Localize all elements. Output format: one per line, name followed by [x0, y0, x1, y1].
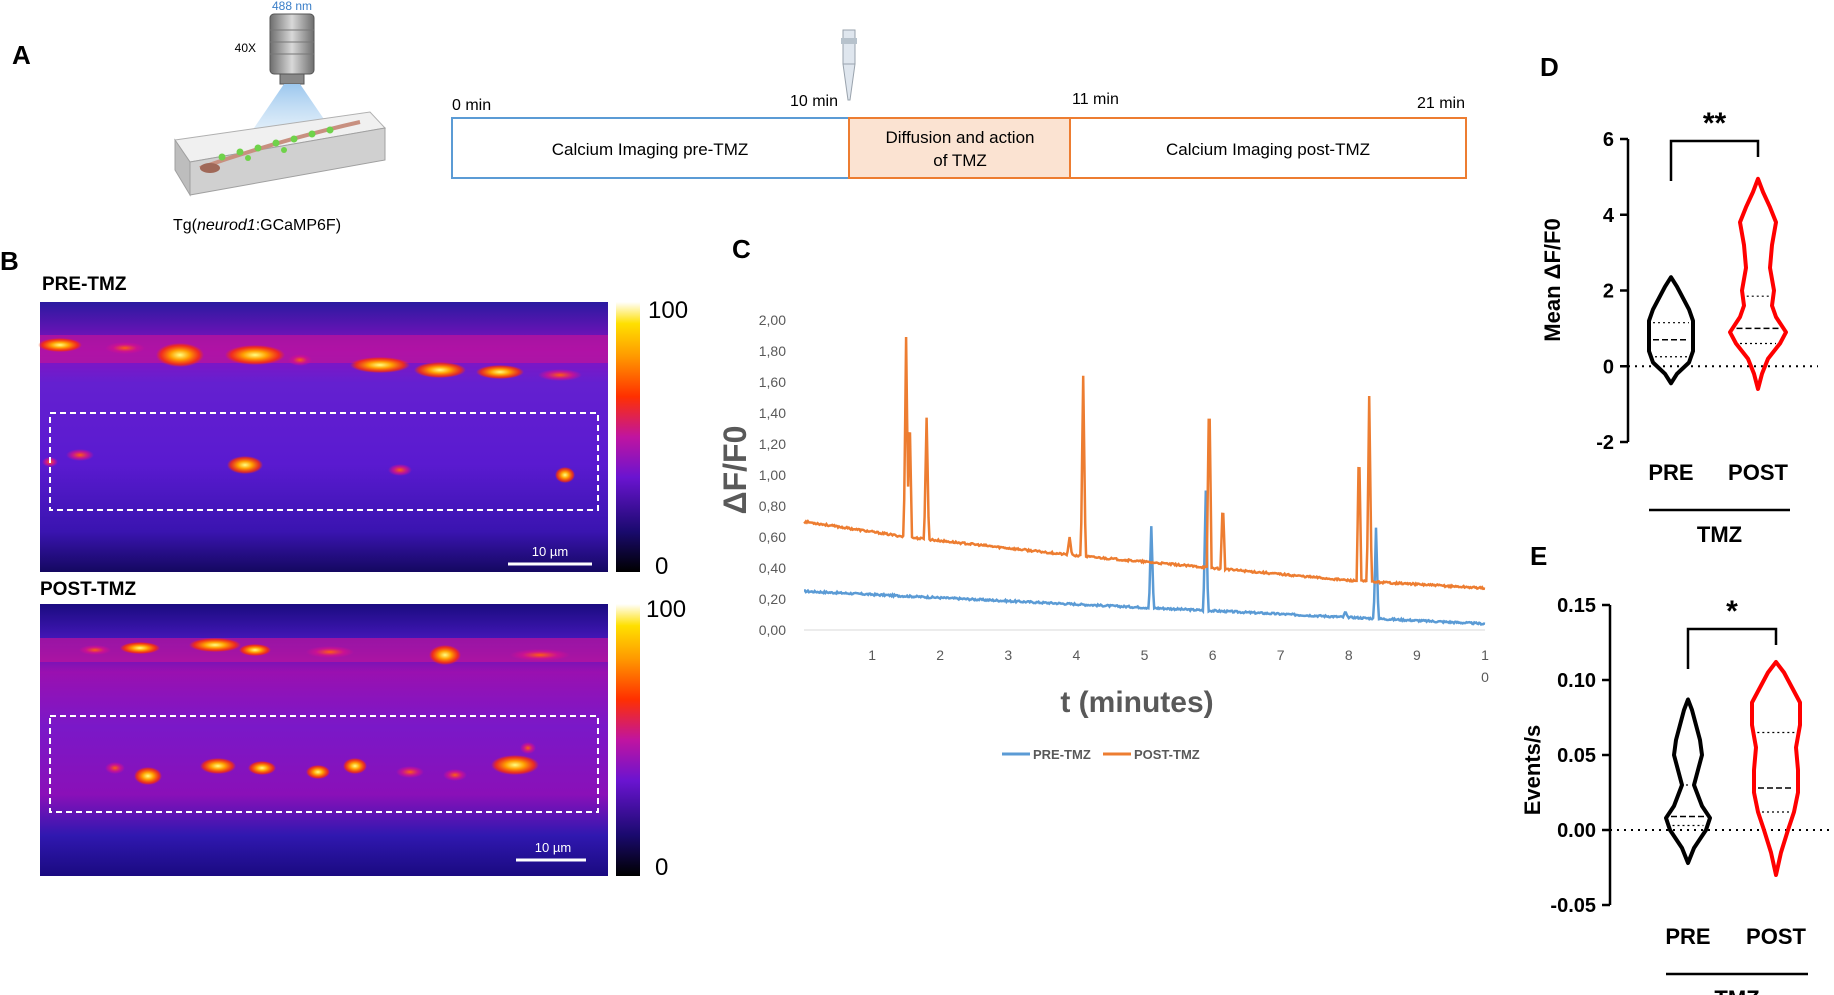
- objective-label: 40X: [235, 41, 256, 55]
- chart-c-xtick: 9: [1413, 647, 1421, 663]
- chart-c-ytick: 1,00: [759, 467, 786, 483]
- chart-c-xtick: 4: [1073, 647, 1081, 663]
- chart-c-ytick: 0,00: [759, 622, 786, 638]
- chart-c-legend: PRE-TMZ POST-TMZ: [1002, 747, 1200, 762]
- y-tick-label: -2: [1596, 432, 1614, 454]
- chart-c-ytick: 1,40: [759, 405, 786, 421]
- time-0-label: 0 min: [452, 97, 491, 114]
- y-tick-label: 0.05: [1557, 745, 1596, 767]
- calcium-trace-chart: 0,00 0,20 0,40 0,60 0,80 1,00 1,20 1,40 1,60 1,80…: [759, 312, 1489, 685]
- legend-post-label: POST-TMZ: [1134, 747, 1200, 762]
- chart-c-ytick: 1,80: [759, 343, 786, 359]
- pre-colorbar-max: 100: [648, 297, 688, 324]
- pre-colorbar-min: 0: [655, 553, 668, 580]
- y-tick-label: 0.15: [1557, 595, 1596, 617]
- diffusion-box-label-2: of TMZ: [933, 151, 987, 170]
- chart-c-xlabel: t (minutes): [1060, 686, 1213, 719]
- chart-c-xtick: 2: [936, 647, 944, 663]
- category-label-post: POST: [1728, 460, 1788, 485]
- chart-e-ylabel: Events/s: [1520, 725, 1545, 816]
- violin-pre: [1664, 697, 1712, 865]
- time-21-label: 21 min: [1417, 95, 1465, 112]
- y-tick-label: 0: [1603, 356, 1614, 378]
- y-tick-label: 0.00: [1557, 820, 1596, 842]
- time-10-label: 10 min: [790, 93, 838, 110]
- post-tmz-trace: [803, 336, 1486, 591]
- chart-c-ytick: 0,20: [759, 591, 786, 607]
- chart-c-xtick: 1: [868, 647, 876, 663]
- pre-tmz-trace: [803, 490, 1486, 627]
- chart-c-xtick: 1: [1481, 647, 1489, 663]
- panel-label-c: C: [732, 234, 751, 264]
- pre-tmz-image-title: PRE-TMZ: [42, 274, 127, 295]
- panel-label-a: A: [12, 40, 31, 70]
- diffusion-box-label-1: Diffusion and action: [885, 128, 1034, 147]
- chart-d-ylabel: Mean ΔF/F0: [1540, 218, 1565, 341]
- post-tmz-image-title: POST-TMZ: [40, 579, 136, 600]
- chart-c-xtick: 3: [1004, 647, 1012, 663]
- significance-bracket: [1669, 139, 1760, 181]
- chart-c-ytick: 2,00: [759, 312, 786, 328]
- group-label: TMZ: [1697, 522, 1742, 547]
- chart-c-ytick: 0,40: [759, 560, 786, 576]
- group-label: TMZ: [1714, 986, 1759, 995]
- panel-label-e: E: [1530, 541, 1547, 571]
- mean-df-violin-chart: -2 0 2 4 6 PRE POST TMZ **: [1596, 107, 1818, 547]
- y-tick-label: 2: [1603, 281, 1614, 303]
- wavelength-label: 488 nm: [272, 0, 312, 13]
- y-tick-label: 0.10: [1557, 670, 1596, 692]
- microscope-objective-icon: [269, 13, 315, 85]
- post-colorbar: [616, 604, 640, 876]
- violin-pre: [1647, 275, 1695, 386]
- panel-label-b: B: [0, 246, 19, 276]
- violin-post: [1750, 660, 1802, 877]
- events-violin-chart: -0.05 0.00 0.05 0.10 0.15 PRE POST TMZ *: [1550, 595, 1830, 995]
- post-tmz-box-label: Calcium Imaging post-TMZ: [1166, 140, 1370, 159]
- pre-scale-bar-label: 10 µm: [532, 544, 568, 559]
- chart-c-xtick: 6: [1209, 647, 1217, 663]
- post-tmz-box: [1069, 117, 1467, 179]
- category-label-post: POST: [1746, 924, 1806, 949]
- chart-c-ytick: 1,20: [759, 436, 786, 452]
- violin-post: [1728, 176, 1788, 391]
- y-tick-label: 4: [1603, 205, 1615, 227]
- post-tmz-calcium-image: [40, 604, 608, 876]
- legend-pre-label: PRE-TMZ: [1033, 747, 1091, 762]
- significance-marker: **: [1703, 107, 1727, 140]
- chart-c-ytick: 1,60: [759, 374, 786, 390]
- post-colorbar-max: 100: [646, 596, 686, 623]
- chart-c-ytick: 0,80: [759, 498, 786, 514]
- post-scale-bar-label: 10 µm: [535, 840, 571, 855]
- diffusion-box: [848, 117, 1071, 179]
- category-label-pre: PRE: [1665, 924, 1710, 949]
- panel-label-d: D: [1540, 52, 1559, 82]
- significance-marker: *: [1726, 595, 1738, 628]
- significance-bracket: [1686, 627, 1778, 669]
- pipette-icon: [841, 29, 857, 101]
- chart-c-xtick: 7: [1277, 647, 1285, 663]
- pre-tmz-box-label: Calcium Imaging pre-TMZ: [552, 140, 749, 159]
- light-cone: [254, 84, 330, 128]
- y-tick-label: -0.05: [1550, 895, 1596, 917]
- y-tick-label: 6: [1603, 129, 1614, 151]
- chart-c-xtick: 5: [1141, 647, 1149, 663]
- pre-colorbar: [616, 302, 640, 572]
- chart-c-ylabel: ΔF/F0: [717, 426, 753, 515]
- pre-tmz-calcium-image: [38, 302, 608, 572]
- time-11-label: 11 min: [1072, 91, 1119, 108]
- post-colorbar-min: 0: [655, 854, 668, 881]
- transgenic-label: Tg(neurod1:GCaMP6F): [173, 217, 341, 234]
- category-label-pre: PRE: [1648, 460, 1693, 485]
- chart-c-ytick: 0,60: [759, 529, 786, 545]
- chart-c-xtick-sub: 0: [1481, 669, 1489, 685]
- fish-chamber-icon: [174, 111, 386, 197]
- chart-c-xtick: 8: [1345, 647, 1353, 663]
